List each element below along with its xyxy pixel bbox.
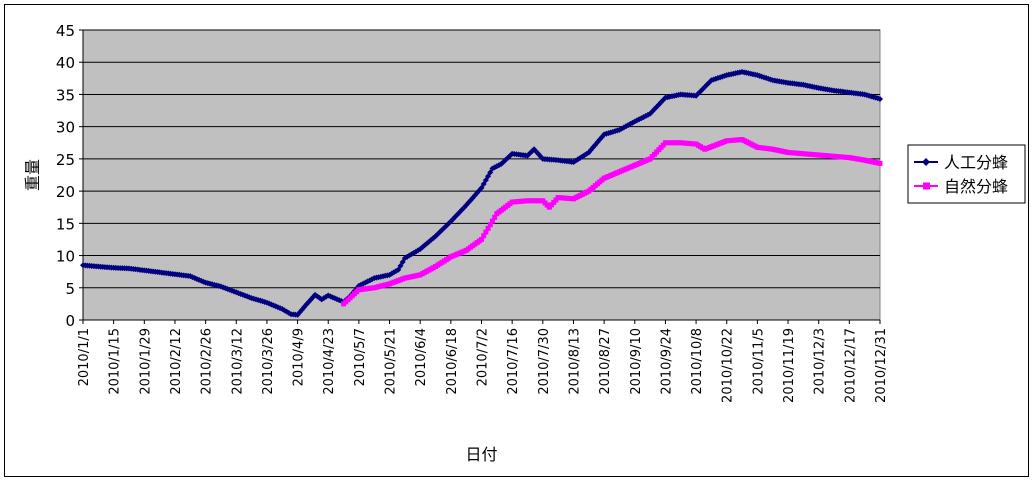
data-point (877, 160, 883, 166)
x-tick-label: 2010/1/15 (108, 328, 123, 395)
x-tick-label: 2010/12/17 (843, 328, 858, 403)
x-tick-label: 2010/3/26 (261, 328, 276, 395)
y-tick-label: 45 (56, 22, 75, 40)
x-tick-label: 2010/3/12 (230, 328, 245, 395)
x-tick-label: 2010/8/13 (567, 328, 582, 395)
series (80, 68, 883, 318)
y-tick-label: 10 (56, 248, 75, 266)
x-tick-label: 2010/11/19 (782, 328, 797, 403)
x-axis-label: 日付 (465, 445, 497, 464)
x-tick-label: 2010/1/29 (138, 328, 153, 395)
x-tick-label: 2010/5/7 (353, 328, 368, 386)
x-tick-label: 2010/5/21 (384, 328, 399, 395)
legend-box (907, 144, 1026, 204)
data-point (489, 218, 495, 224)
y-tick-label: 30 (56, 119, 75, 137)
legend-marker (923, 182, 930, 190)
x-tick-label: 2010/1/1 (77, 328, 92, 386)
y-tick-label: 15 (56, 215, 75, 233)
data-point (877, 95, 883, 102)
gridlines (83, 29, 880, 289)
x-tick-label: 2010/10/8 (690, 328, 705, 395)
x-tick-label: 2010/6/4 (414, 328, 429, 386)
x-tick-label: 2010/4/9 (292, 328, 307, 386)
data-point (482, 177, 489, 184)
x-tick-label: 2010/7/16 (506, 328, 521, 395)
data-point (480, 181, 487, 188)
data-point (478, 184, 485, 191)
x-tick-label: 2010/12/31 (874, 328, 889, 403)
x-tick-label: 2010/2/12 (169, 328, 184, 395)
series-2 (341, 137, 883, 307)
y-tick-label: 35 (56, 86, 75, 104)
legend-marker (922, 158, 930, 166)
y-tick-label: 5 (65, 280, 75, 298)
x-tick-label: 2010/8/27 (598, 328, 613, 395)
data-point (479, 236, 484, 242)
x-tick-label: 2010/7/2 (476, 328, 491, 386)
x-tick-label: 2010/4/23 (322, 328, 337, 395)
legend-item-2: 自然分蜂 (914, 177, 1008, 196)
data-point (485, 173, 492, 180)
data-point (483, 229, 489, 235)
data-point (485, 225, 491, 231)
x-tick-label: 2010/9/24 (659, 328, 674, 395)
x-tick-label: 2010/6/18 (445, 328, 460, 395)
y-tick-label: 20 (56, 183, 75, 201)
data-point (397, 262, 404, 269)
plot-area (82, 29, 881, 321)
x-tick-label: 2010/2/26 (200, 328, 215, 395)
data-point (395, 266, 402, 273)
y-tick-label: 0 (65, 312, 75, 330)
x-axis-ticks: 2010/1/1 2010/1/15 2010/1/29 2010/2/12 2010/… (77, 320, 889, 403)
legend-item-1: 人工分蜂 (914, 153, 1008, 172)
data-point (399, 259, 406, 265)
y-axis-ticks: 0 5 10 15 20 25 30 35 40 45 (56, 22, 83, 330)
data-point (487, 222, 493, 228)
x-tick-label: 2010/7/30 (537, 328, 552, 395)
data-point (481, 233, 487, 239)
y-tick-label: 25 (56, 151, 75, 169)
x-tick-label: 2010/10/22 (721, 328, 736, 403)
data-point (487, 169, 494, 176)
x-tick-label: 2010/9/10 (629, 328, 644, 395)
data-point (492, 214, 498, 220)
y-tick-label: 40 (56, 54, 75, 72)
x-tick-label: 2010/12/3 (813, 328, 828, 395)
legend-label: 自然分蜂 (944, 177, 1008, 196)
x-tick-label: 2010/11/5 (751, 328, 766, 395)
legend-label: 人工分蜂 (944, 153, 1008, 172)
y-axis-label: 重量 (23, 159, 42, 191)
